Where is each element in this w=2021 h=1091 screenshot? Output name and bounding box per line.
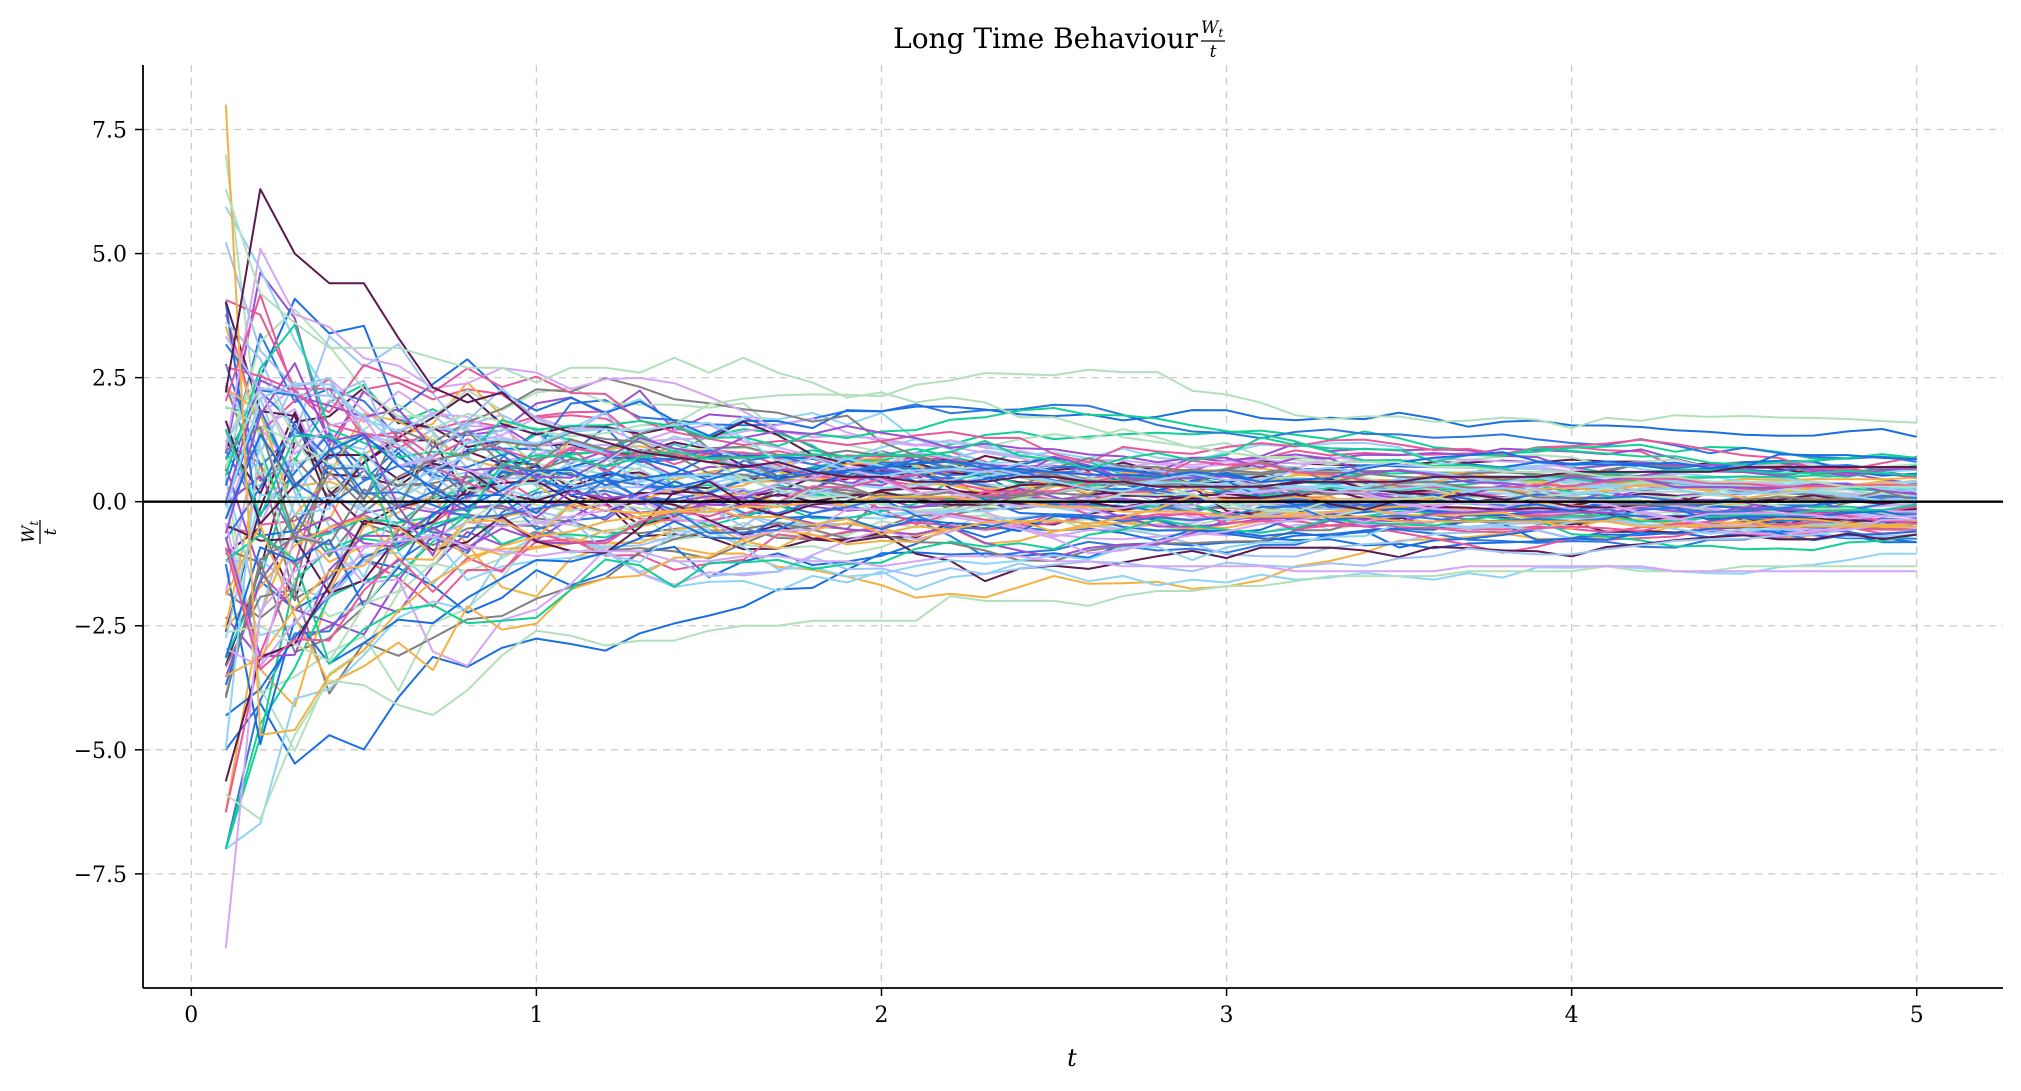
series-line-63 xyxy=(224,368,1917,469)
series-group xyxy=(224,104,1917,949)
x-tick-label: 1 xyxy=(529,1003,543,1028)
series-line-96 xyxy=(224,188,1917,488)
x-ticks: 0 1 2 3 4 5 xyxy=(184,988,1924,1028)
series-line-32 xyxy=(225,535,1917,850)
series-line-1 xyxy=(224,478,1917,850)
series-line-90 xyxy=(225,426,1917,540)
y-tick-label: 7.5 xyxy=(92,119,127,144)
title-fraction-numerator: Wt xyxy=(1201,18,1223,40)
series-line-60 xyxy=(225,479,1917,595)
y-tick-label: 5.0 xyxy=(92,243,127,268)
series-line-99 xyxy=(224,535,1917,949)
x-tick-label: 0 xyxy=(184,1003,198,1028)
y-tick-label: 0.0 xyxy=(92,491,127,516)
series-line-44 xyxy=(225,429,1917,579)
y-label-denominator: t xyxy=(41,528,61,535)
series-line-89 xyxy=(224,459,1917,671)
chart-title: Long Time Behaviour Wt t xyxy=(893,18,1225,62)
y-tick-label: −5.0 xyxy=(74,739,127,764)
series-line-97 xyxy=(224,188,1917,488)
series-line-81 xyxy=(225,497,1917,668)
x-tick-label: 5 xyxy=(1910,1003,1924,1028)
x-tick-label: 3 xyxy=(1220,1003,1234,1028)
y-label-numerator: Wt xyxy=(19,521,41,543)
series-line-95 xyxy=(224,104,1917,736)
x-axis-label: t xyxy=(1067,1044,1077,1072)
y-tick-label: −2.5 xyxy=(74,615,127,640)
series-line-92 xyxy=(224,382,1917,508)
series-line-15 xyxy=(224,496,1917,694)
series-line-65 xyxy=(224,293,1917,471)
y-tick-label: −7.5 xyxy=(74,863,127,888)
series-line-91 xyxy=(224,428,1917,552)
y-tick-label: 2.5 xyxy=(92,367,127,392)
y-axis-label: Wt t xyxy=(19,520,61,544)
series-line-74 xyxy=(224,507,1917,685)
title-fraction-denominator: t xyxy=(1210,42,1217,62)
series-line-94 xyxy=(224,433,1917,520)
series-line-10 xyxy=(224,529,1917,765)
series-line-79 xyxy=(225,503,1917,665)
series-line-34 xyxy=(224,297,1917,486)
series-line-98 xyxy=(225,565,1917,821)
title-text: Long Time Behaviour xyxy=(893,22,1198,55)
x-tick-label: 4 xyxy=(1565,1003,1579,1028)
series-line-86 xyxy=(225,480,1917,677)
y-ticks: 7.5 5.0 2.5 0.0 −2.5 −5.0 −7.5 xyxy=(74,119,143,888)
x-tick-label: 2 xyxy=(874,1003,888,1028)
grid xyxy=(143,65,2003,988)
